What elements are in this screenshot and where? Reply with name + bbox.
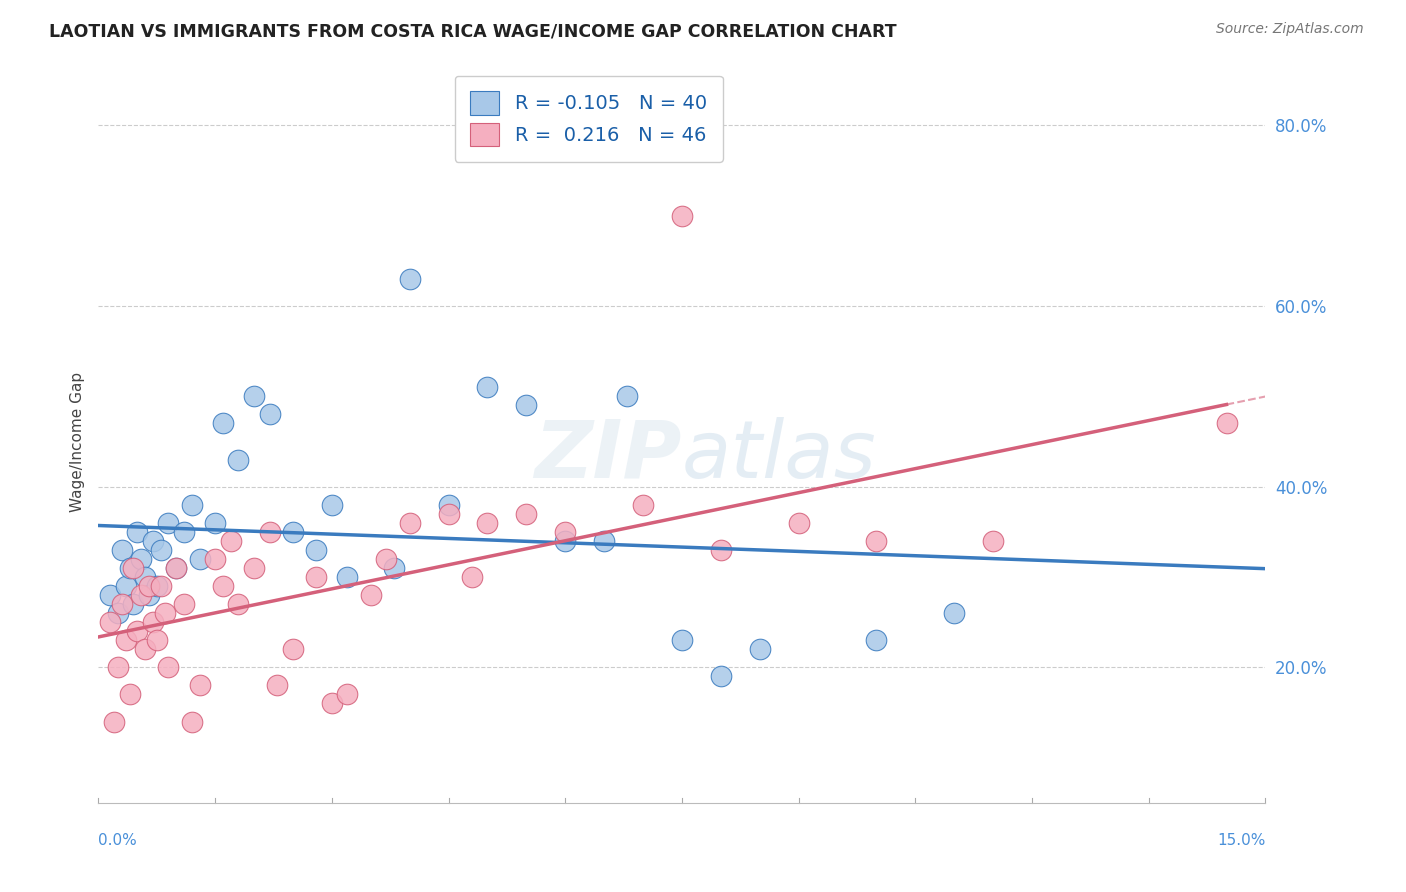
Point: [98, 588, 121, 602]
Text: 0.0%: 0.0%: [98, 833, 138, 848]
Text: ZIP: ZIP: [534, 417, 682, 495]
Point: [671, 209, 693, 223]
Point: [305, 542, 328, 557]
Point: [515, 507, 537, 521]
Text: LAOTIAN VS IMMIGRANTS FROM COSTA RICA WAGE/INCOME GAP CORRELATION CHART: LAOTIAN VS IMMIGRANTS FROM COSTA RICA WA…: [49, 22, 897, 40]
Point: [111, 597, 134, 611]
Point: [149, 579, 172, 593]
Point: [228, 452, 250, 467]
Point: [305, 570, 328, 584]
Point: [107, 606, 129, 620]
Point: [787, 516, 810, 530]
Point: [134, 642, 156, 657]
Point: [477, 380, 499, 394]
Point: [243, 561, 266, 575]
Point: [114, 579, 136, 593]
Point: [321, 498, 343, 512]
Point: [122, 597, 145, 611]
Point: [138, 579, 160, 593]
Point: [107, 660, 129, 674]
Point: [515, 398, 537, 412]
Point: [142, 615, 165, 630]
Point: [616, 389, 638, 403]
Point: [461, 570, 484, 584]
Point: [477, 516, 499, 530]
Point: [437, 507, 460, 521]
Point: [228, 597, 250, 611]
Point: [180, 714, 202, 729]
Point: [204, 552, 226, 566]
Point: [266, 678, 288, 692]
Point: [173, 597, 195, 611]
Point: [398, 272, 420, 286]
Point: [129, 588, 152, 602]
Point: [336, 687, 359, 701]
Point: [111, 542, 134, 557]
Point: [146, 579, 169, 593]
Point: [865, 633, 887, 648]
Point: [219, 533, 242, 548]
Point: [204, 516, 226, 530]
Point: [631, 498, 654, 512]
Point: [118, 687, 141, 701]
Text: Source: ZipAtlas.com: Source: ZipAtlas.com: [1216, 22, 1364, 37]
Point: [281, 642, 304, 657]
Point: [114, 633, 136, 648]
Point: [1215, 417, 1237, 431]
Point: [157, 660, 180, 674]
Point: [188, 552, 211, 566]
Point: [165, 561, 187, 575]
Point: [103, 714, 125, 729]
Point: [554, 524, 576, 539]
Y-axis label: Wage/Income Gap: Wage/Income Gap: [69, 371, 84, 512]
Point: [710, 669, 733, 683]
Point: [142, 533, 165, 548]
Point: [981, 533, 1004, 548]
Point: [134, 570, 156, 584]
Point: [212, 417, 235, 431]
Point: [165, 561, 187, 575]
Point: [127, 524, 149, 539]
Point: [710, 542, 733, 557]
Point: [671, 633, 693, 648]
Point: [360, 588, 382, 602]
Point: [98, 615, 121, 630]
Point: [398, 516, 420, 530]
Point: [321, 697, 343, 711]
Point: [146, 633, 169, 648]
Point: [259, 524, 281, 539]
Point: [129, 552, 152, 566]
Point: [118, 561, 141, 575]
Point: [259, 408, 281, 422]
Point: [382, 561, 405, 575]
Point: [157, 516, 180, 530]
Point: [437, 498, 460, 512]
Text: atlas: atlas: [682, 417, 877, 495]
Point: [138, 588, 160, 602]
Point: [865, 533, 887, 548]
Point: [153, 606, 176, 620]
Point: [281, 524, 304, 539]
Point: [149, 542, 172, 557]
Legend: R = -0.105   N = 40, R =  0.216   N = 46: R = -0.105 N = 40, R = 0.216 N = 46: [454, 76, 723, 161]
Point: [122, 561, 145, 575]
Point: [212, 579, 235, 593]
Point: [336, 570, 359, 584]
Point: [748, 642, 770, 657]
Point: [593, 533, 616, 548]
Point: [188, 678, 211, 692]
Point: [243, 389, 266, 403]
Point: [127, 624, 149, 639]
Point: [173, 524, 195, 539]
Point: [554, 533, 576, 548]
Point: [943, 606, 966, 620]
Point: [180, 498, 202, 512]
Point: [375, 552, 398, 566]
Text: 15.0%: 15.0%: [1218, 833, 1265, 848]
